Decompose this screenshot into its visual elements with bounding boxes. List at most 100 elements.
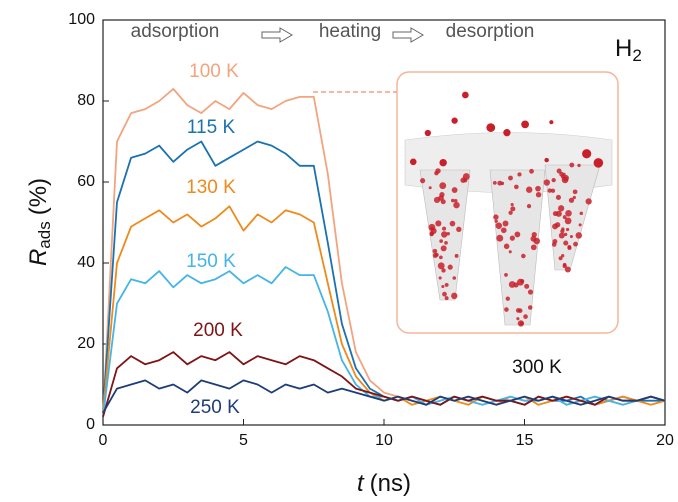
inset-molecule bbox=[486, 123, 496, 132]
inset-molecule bbox=[440, 245, 447, 252]
inset-molecule bbox=[451, 292, 458, 300]
inset-molecule bbox=[502, 220, 509, 227]
inset-molecule bbox=[526, 203, 532, 209]
species-label: H2 bbox=[615, 35, 642, 65]
inset-molecule bbox=[509, 235, 515, 241]
inset-molecule bbox=[523, 314, 528, 319]
inset-molecule bbox=[563, 232, 568, 237]
inset-molecule bbox=[444, 240, 448, 245]
inset-molecule bbox=[517, 308, 523, 313]
inset-molecule bbox=[441, 231, 448, 238]
inset-molecule bbox=[529, 168, 534, 174]
inset-molecule bbox=[510, 203, 514, 207]
inset-molecule bbox=[444, 282, 449, 287]
inset-molecule bbox=[462, 173, 470, 180]
x-tick-label: 15 bbox=[516, 432, 534, 449]
inset-molecule bbox=[461, 91, 469, 99]
inset-molecule bbox=[453, 201, 460, 209]
inset-molecule bbox=[441, 284, 445, 289]
inset-molecule bbox=[463, 178, 468, 183]
series-label: 100 K bbox=[189, 61, 239, 82]
x-tick-label: 20 bbox=[656, 432, 674, 449]
inset-molecule bbox=[560, 229, 565, 234]
inset-molecule bbox=[442, 291, 447, 297]
y-axis-subscript: ads bbox=[35, 221, 54, 248]
inset-molecule bbox=[525, 186, 533, 193]
inset-molecule bbox=[549, 120, 554, 125]
inset-molecule bbox=[428, 186, 432, 190]
inset-molecule bbox=[527, 305, 533, 310]
inset-molecule bbox=[449, 220, 456, 227]
inset-molecule bbox=[558, 205, 565, 212]
inset-molecule bbox=[535, 191, 542, 198]
y-tick-label: 0 bbox=[86, 416, 95, 433]
annotation: desorption bbox=[446, 21, 535, 42]
inset-molecule bbox=[562, 215, 567, 220]
inset-molecule bbox=[516, 317, 520, 321]
inset-molecule bbox=[500, 227, 507, 234]
inset-molecule bbox=[494, 219, 498, 223]
inset-molecule bbox=[565, 210, 572, 217]
inset-molecule bbox=[517, 172, 522, 177]
inset-molecule bbox=[435, 220, 442, 227]
inset-molecule bbox=[578, 223, 582, 227]
inset-molecule bbox=[567, 245, 572, 249]
inset-molecule bbox=[519, 321, 524, 326]
inset-molecule bbox=[409, 158, 417, 166]
y-tick-label: 60 bbox=[77, 173, 95, 190]
x-tick-label: 0 bbox=[99, 432, 108, 449]
inset-molecule bbox=[514, 184, 519, 190]
inset-molecule bbox=[524, 283, 530, 289]
inset-molecule bbox=[556, 168, 562, 174]
inset-molecule bbox=[575, 232, 583, 239]
y-tick-label: 100 bbox=[68, 11, 95, 28]
species-base: H bbox=[615, 35, 632, 62]
inset-molecule bbox=[508, 210, 513, 215]
inset-molecule bbox=[551, 242, 557, 247]
inset-molecule bbox=[521, 253, 526, 259]
inset-molecule bbox=[454, 253, 459, 258]
series-line bbox=[102, 379, 666, 414]
inset-image bbox=[313, 71, 619, 334]
inset-molecule bbox=[593, 158, 604, 168]
inset-molecule bbox=[439, 182, 447, 190]
inset-molecule bbox=[508, 250, 512, 254]
x-tick-label: 10 bbox=[375, 432, 393, 449]
y-tick-label: 20 bbox=[77, 335, 95, 352]
inset-molecule bbox=[429, 231, 435, 236]
series-label: 250 K bbox=[190, 397, 240, 418]
inset-molecule bbox=[432, 248, 438, 254]
inset-molecule bbox=[514, 231, 521, 238]
inset-molecule bbox=[456, 226, 462, 232]
inset-molecule bbox=[504, 273, 508, 277]
inset-molecule bbox=[558, 256, 563, 261]
inset-molecule bbox=[550, 188, 556, 193]
inset-molecule bbox=[564, 266, 571, 273]
inset-molecule bbox=[447, 264, 453, 270]
y-tick-label: 40 bbox=[77, 254, 95, 271]
inset-molecule bbox=[568, 197, 575, 203]
series-label: 150 K bbox=[186, 251, 236, 272]
y-axis-label: Rads (%) bbox=[25, 178, 54, 266]
inset-molecule bbox=[564, 217, 572, 225]
inset-molecule bbox=[504, 307, 509, 312]
inset-molecule bbox=[435, 168, 441, 174]
inset-molecule bbox=[503, 129, 511, 137]
inset-molecule bbox=[492, 180, 497, 185]
annotation: adsorption bbox=[131, 21, 220, 42]
inset-molecule bbox=[569, 162, 575, 168]
inset-molecule bbox=[558, 232, 565, 239]
arrow bbox=[261, 27, 293, 43]
x-axis-label: t (ns) bbox=[357, 470, 411, 497]
inset-molecule bbox=[572, 189, 578, 195]
arrow bbox=[392, 27, 424, 43]
inset-molecule bbox=[585, 198, 592, 205]
series-label: 130 K bbox=[186, 177, 236, 198]
inset-molecule bbox=[496, 234, 504, 242]
inset-molecule bbox=[424, 129, 431, 137]
inset-molecule bbox=[551, 177, 556, 183]
inset-molecule bbox=[451, 117, 458, 124]
x-axis-unit: (ns) bbox=[370, 470, 411, 497]
x-axis-symbol: t bbox=[357, 470, 365, 497]
annotation: 300 K bbox=[512, 357, 562, 378]
